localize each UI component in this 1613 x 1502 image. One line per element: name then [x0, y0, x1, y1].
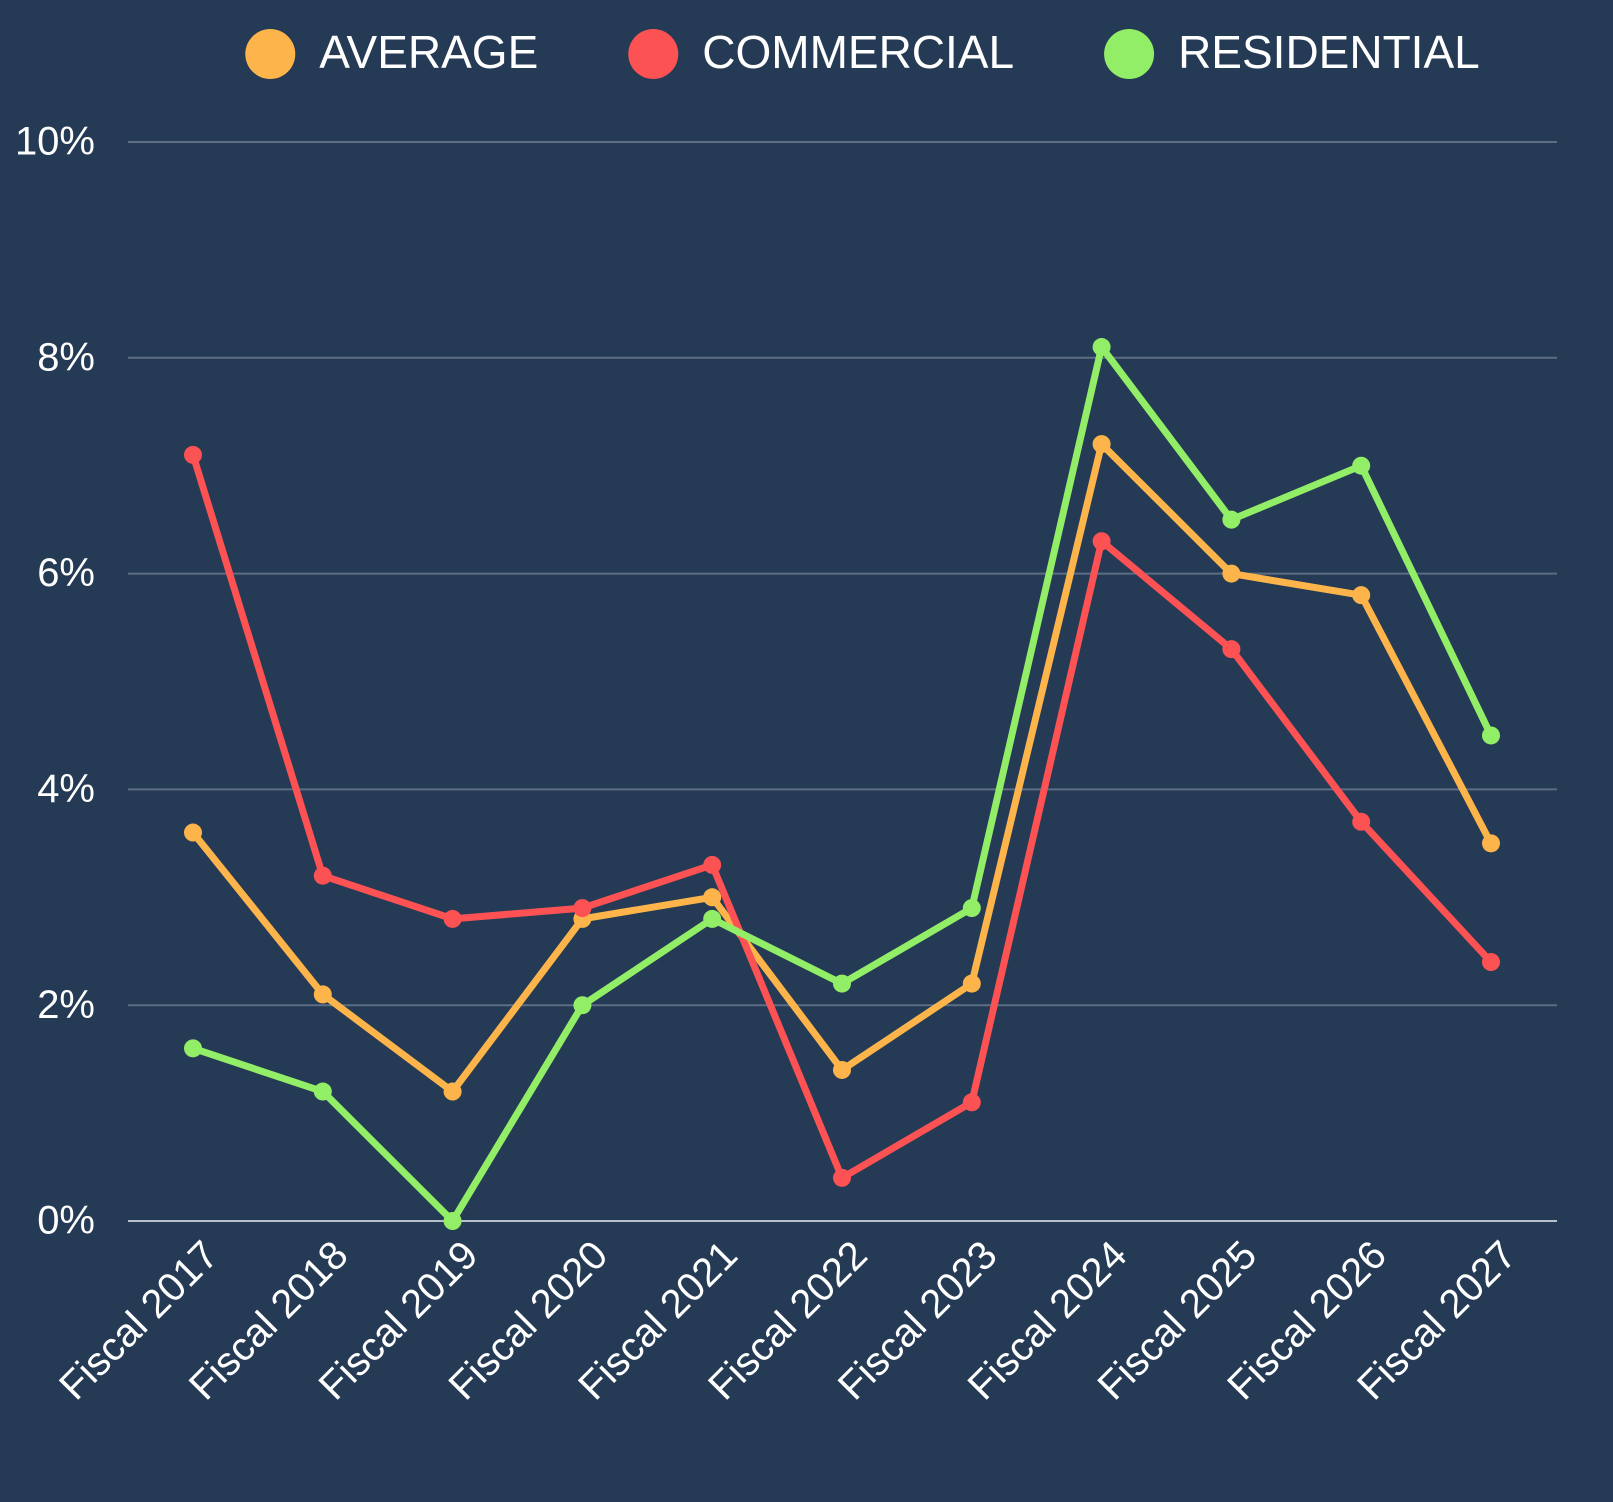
- legend-swatch: [1104, 29, 1155, 79]
- data-point: [1222, 564, 1241, 583]
- data-point: [1222, 640, 1241, 659]
- data-point: [184, 1039, 202, 1058]
- data-point: [833, 974, 851, 993]
- data-point: [313, 866, 332, 885]
- data-point: [1092, 435, 1111, 454]
- legend-swatch: [628, 29, 679, 79]
- data-point: [184, 445, 202, 464]
- data-point: [703, 855, 722, 874]
- legend-item: COMMERCIAL: [628, 26, 1014, 79]
- data-point: [1482, 726, 1500, 745]
- data-point: [962, 1093, 981, 1112]
- data-point: [443, 1212, 462, 1230]
- data-point: [1352, 586, 1371, 605]
- data-point: [1482, 953, 1500, 972]
- legend: AVERAGE COMMERCIAL RESIDENTIAL: [245, 26, 1480, 79]
- data-point: [833, 1060, 851, 1079]
- y-tick-label: 2%: [37, 983, 95, 1027]
- y-tick-label: 8%: [37, 335, 95, 379]
- data-point: [1482, 834, 1500, 853]
- data-point: [184, 823, 202, 842]
- data-point: [1352, 456, 1371, 475]
- data-point: [1352, 812, 1371, 831]
- data-point: [443, 909, 462, 928]
- data-point: [703, 888, 722, 907]
- legend-label: COMMERCIAL: [702, 26, 1014, 78]
- data-point: [833, 1168, 851, 1187]
- legend-label: AVERAGE: [319, 26, 538, 78]
- data-point: [1092, 338, 1111, 357]
- legend-item: RESIDENTIAL: [1104, 26, 1480, 79]
- data-point: [313, 1082, 332, 1101]
- legend-label: RESIDENTIAL: [1178, 26, 1480, 78]
- data-point: [703, 909, 722, 928]
- y-tick-label: 10%: [15, 120, 95, 164]
- y-tick-label: 0%: [37, 1199, 95, 1243]
- data-point: [962, 974, 981, 993]
- y-tick-label: 4%: [37, 767, 95, 811]
- data-point: [962, 899, 981, 918]
- legend-swatch: [245, 29, 296, 79]
- data-point: [1092, 532, 1111, 551]
- data-point: [443, 1082, 462, 1101]
- data-point: [313, 985, 332, 1004]
- data-point: [573, 996, 592, 1015]
- y-tick-label: 6%: [37, 551, 95, 595]
- data-point: [1222, 510, 1241, 529]
- legend-item: AVERAGE: [245, 26, 538, 79]
- data-point: [573, 899, 592, 918]
